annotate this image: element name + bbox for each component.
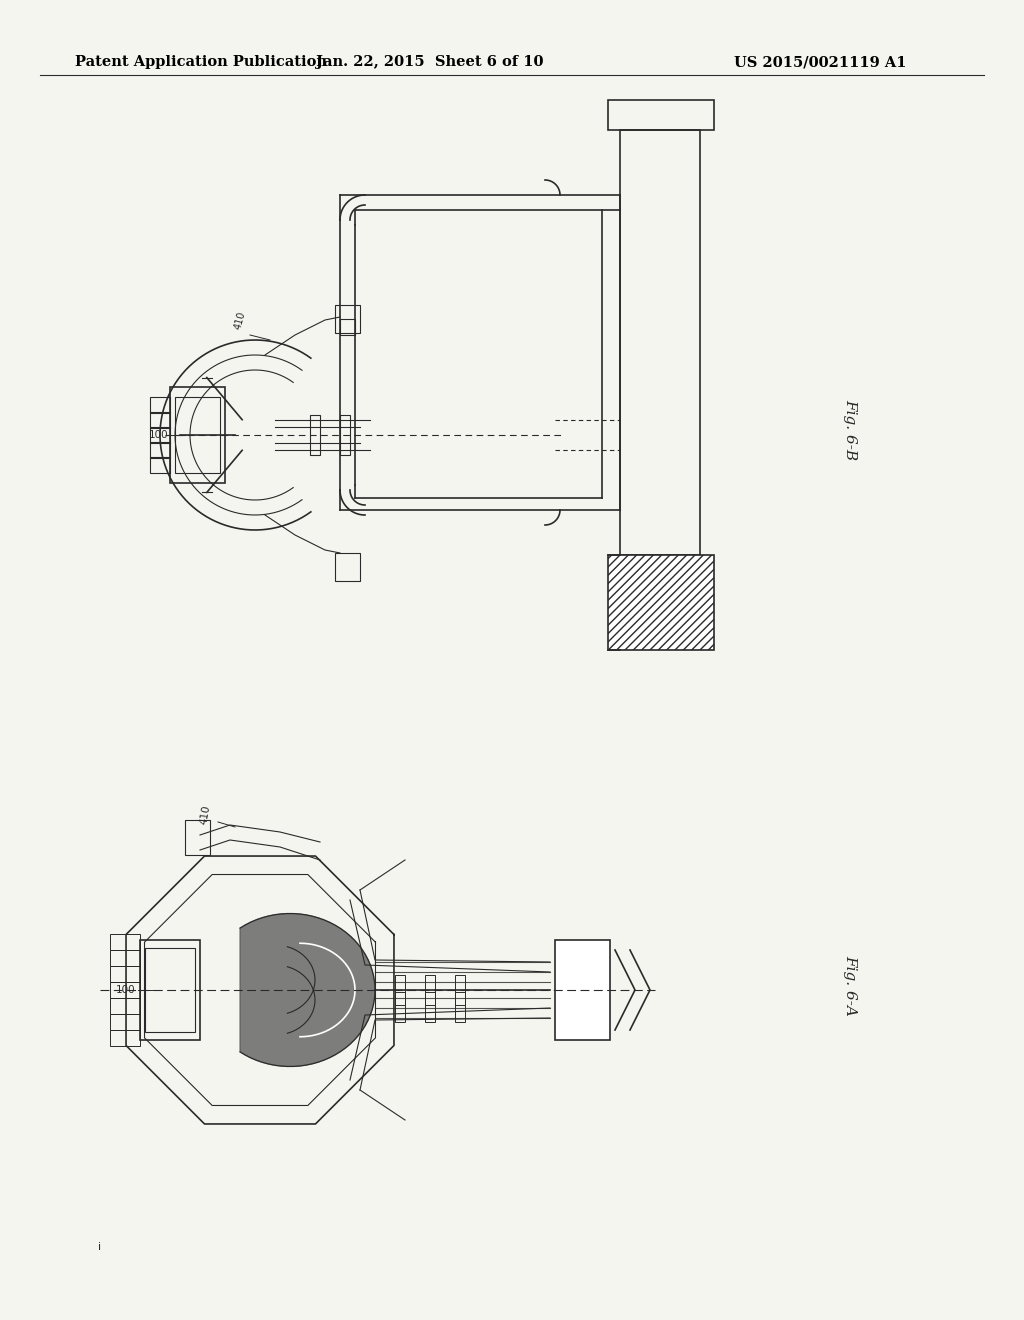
Bar [310,414,319,455]
Bar [340,319,355,335]
Bar [110,1030,140,1045]
Bar [455,975,465,1005]
Bar [175,397,220,473]
Bar [425,975,435,1005]
Bar [110,982,140,998]
Bar [185,820,210,855]
Bar [555,940,610,1040]
Text: i: i [98,1242,101,1251]
Text: US 2015/0021119 A1: US 2015/0021119 A1 [734,55,906,69]
Bar [340,414,350,455]
Bar [110,966,140,982]
Bar [335,553,360,581]
Text: 100: 100 [116,985,135,995]
Bar [150,457,170,473]
Bar [395,993,406,1022]
Text: Fig. 6-A: Fig. 6-A [843,954,857,1015]
Text: Patent Application Publication: Patent Application Publication [75,55,327,69]
Bar [150,426,170,444]
Bar [608,554,714,649]
Bar [425,993,435,1022]
Text: Fig. 6-B: Fig. 6-B [843,400,857,461]
Bar [150,397,170,413]
Bar [140,940,200,1040]
Bar [110,950,140,966]
Bar [145,948,195,1032]
Bar [395,975,406,1005]
Text: 410: 410 [199,804,212,825]
Bar [150,442,170,458]
Bar [110,935,140,950]
Bar [170,387,225,483]
Bar [335,305,360,333]
Text: Jan. 22, 2015  Sheet 6 of 10: Jan. 22, 2015 Sheet 6 of 10 [316,55,544,69]
Bar [110,998,140,1014]
Bar [110,1014,140,1030]
Bar [620,129,700,554]
Text: 100: 100 [148,430,168,440]
Bar [455,993,465,1022]
Text: 410: 410 [232,310,247,330]
Bar [608,100,714,129]
Bar [150,412,170,428]
Polygon shape [240,913,375,1067]
